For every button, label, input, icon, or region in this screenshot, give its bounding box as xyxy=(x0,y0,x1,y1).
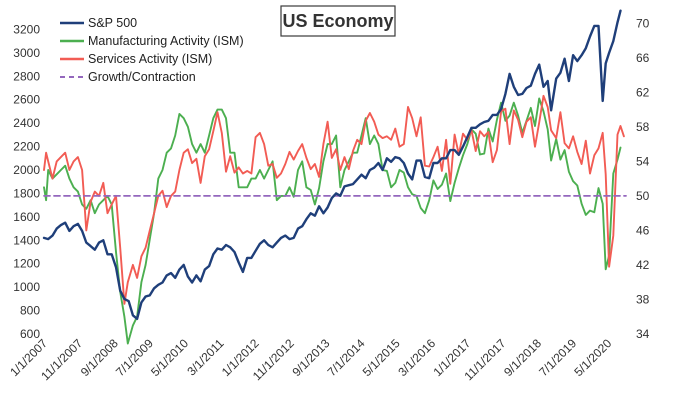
title-frame xyxy=(280,5,396,37)
left-tick-label: 600 xyxy=(20,327,40,341)
chart-title: US Economy xyxy=(282,11,393,31)
right-tick-label: 62 xyxy=(636,85,650,99)
left-tick-label: 3200 xyxy=(13,22,40,36)
left-tick-label: 2400 xyxy=(13,116,40,130)
right-tick-label: 34 xyxy=(636,327,650,341)
x-tick-label: 3/1/2016 xyxy=(395,336,438,379)
left-tick-label: 2800 xyxy=(13,69,40,83)
series-line-s-p-500 xyxy=(42,9,622,320)
right-tick-label: 70 xyxy=(636,16,650,30)
right-axis: 34 38 42 46 50 54 58 62 66 70 xyxy=(636,16,650,341)
legend: S&P 500 Manufacturing Activity (ISM) Ser… xyxy=(60,16,244,84)
x-tick-label: 5/1/2015 xyxy=(360,336,403,379)
right-tick-label: 54 xyxy=(636,154,650,168)
right-tick-label: 38 xyxy=(636,292,650,306)
right-tick-label: 58 xyxy=(636,120,650,134)
legend-label-services: Services Activity (ISM) xyxy=(88,52,212,66)
series-line-services-activity-ism xyxy=(43,94,625,305)
left-tick-label: 2000 xyxy=(13,163,40,177)
x-tick-label: 5/1/2020 xyxy=(571,336,614,379)
x-tick-label: 5/1/2010 xyxy=(148,336,191,379)
right-tick-label: 42 xyxy=(636,258,650,272)
x-tick-label: 7/1/2009 xyxy=(113,336,156,379)
x-tick-label: 7/1/2019 xyxy=(536,336,579,379)
left-tick-label: 2200 xyxy=(13,140,40,154)
series-layer xyxy=(42,9,627,345)
right-tick-label: 50 xyxy=(636,189,650,203)
left-tick-label: 1200 xyxy=(13,257,40,271)
left-tick-label: 1400 xyxy=(13,233,40,247)
left-axis: 600 800 1000 1200 1400 1600 1800 2000 2200 2400 26… xyxy=(13,22,40,341)
legend-label-sp500: S&P 500 xyxy=(88,16,137,30)
legend-label-growth: Growth/Contraction xyxy=(88,70,196,84)
x-tick-label: 9/1/2008 xyxy=(78,336,121,379)
right-tick-label: 46 xyxy=(636,223,650,237)
left-tick-label: 1800 xyxy=(13,186,40,200)
x-axis: 1/1/200711/1/20079/1/20087/1/20095/1/201… xyxy=(7,336,614,383)
chart-title-box: US Economy xyxy=(280,5,396,37)
x-tick-label: 9/1/2013 xyxy=(290,336,333,379)
left-tick-label: 800 xyxy=(20,304,40,318)
left-tick-label: 2600 xyxy=(13,93,40,107)
legend-label-manufacturing: Manufacturing Activity (ISM) xyxy=(88,34,244,48)
left-tick-label: 3000 xyxy=(13,46,40,60)
right-tick-label: 66 xyxy=(636,51,650,65)
x-tick-label: 7/1/2014 xyxy=(325,336,368,379)
left-tick-label: 1600 xyxy=(13,210,40,224)
x-tick-label: 9/1/2018 xyxy=(501,336,544,379)
left-tick-label: 1000 xyxy=(13,280,40,294)
